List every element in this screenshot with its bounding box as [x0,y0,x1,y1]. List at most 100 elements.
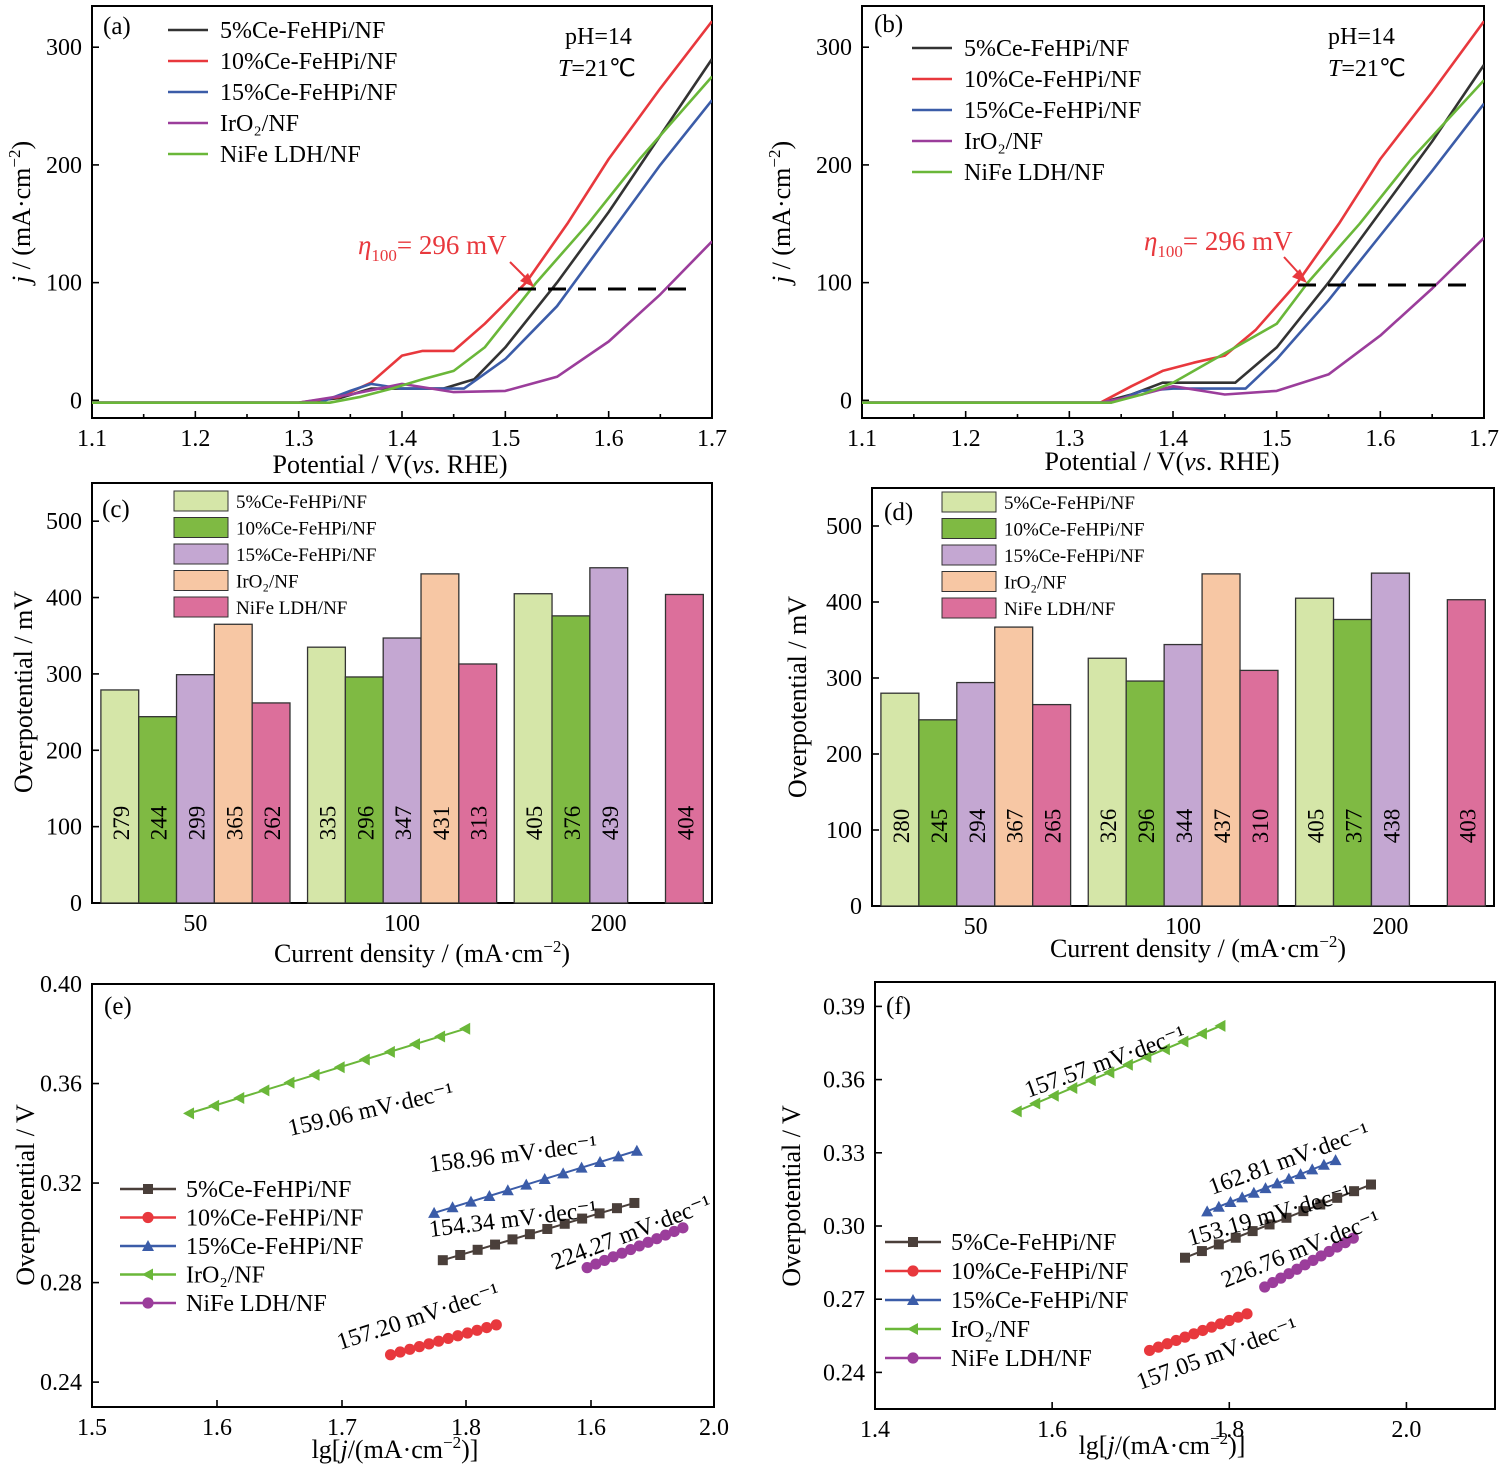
panel-f-legend: 5%Ce-FeHPi/NF 10%Ce-FeHPi/NF 15%Ce-FeHPi/N… [885,1230,1128,1372]
bar [956,681,996,907]
bar-value-label: 245 [927,809,952,844]
panel-f-frame [874,981,1496,1410]
circle-marker [1143,1344,1156,1357]
circle-marker [581,1262,593,1274]
triangle-up-marker [575,1161,588,1173]
y-tick-label: 100 [46,815,82,841]
square-marker [1213,1239,1224,1250]
triangle-up-marker [428,1206,441,1218]
triangle-up-marker [907,1294,919,1305]
legend-label: 5%Ce-FeHPi/NF [1004,493,1135,514]
circle-marker [142,1211,154,1224]
circle-marker [394,1346,406,1358]
bar [1294,597,1335,907]
legend-swatch [941,518,997,539]
circle-marker [423,1338,435,1350]
legend-label: 15%Ce-FeHPi/NF [964,98,1141,124]
legend-swatch [173,570,229,591]
legend-label: NiFe LDH/NF [236,598,347,619]
legend-label: 5%Ce-FeHPi/NF [951,1230,1116,1256]
triangle-left-marker [142,1268,153,1281]
y-tick-label: 0.30 [823,1214,865,1240]
circle-marker [413,1341,425,1353]
triangle-up-marker [1317,1158,1330,1170]
triangle-up-marker [1294,1168,1307,1180]
bar-value-label: 296 [353,806,378,841]
triangle-up-marker [1259,1182,1272,1194]
bar-value-label: 294 [965,808,990,843]
circle-marker [907,1265,919,1277]
square-marker [577,1213,588,1224]
triangle-up-marker [557,1167,570,1179]
x-tick-label: 200 [1372,914,1408,940]
circle-marker [1347,1232,1359,1244]
panel-e-ylabel: Overpotential / V [11,1104,40,1286]
legend-label: 10%Ce-FeHPi/NF [186,1206,363,1232]
x-tick-label: 2.0 [1391,1417,1421,1443]
square-marker [507,1234,518,1245]
legend-swatch [941,544,997,566]
slope-annotation: 159.06 mV·dec⁻¹ [286,1078,457,1141]
x-tick-label: 50 [964,914,988,940]
panel-c-ylabel: Overpotential / mV [9,591,38,793]
panel-b-condition-ph: pH=14 [1328,24,1395,50]
circle-marker [668,1225,680,1238]
legend-label: NiFe LDH/NF [186,1291,327,1317]
panel-a-annotation: η100= 296 mV [358,230,507,265]
panel-f-label: (f) [886,993,911,1020]
bar-value-label: 367 [1003,809,1028,844]
bar-value-label: 437 [1210,809,1235,844]
y-tick-label: 0 [70,388,82,414]
square-marker [1281,1212,1292,1223]
bar-value-label: 344 [1172,808,1197,843]
legend-swatch [941,491,997,513]
bar-value-label: 438 [1379,809,1404,844]
y-tick-label: 0.36 [40,1072,82,1098]
square-marker [611,1203,622,1214]
bar [1332,618,1373,907]
circle-marker [1214,1318,1227,1330]
square-marker [1180,1252,1190,1263]
y-tick-label: 300 [816,35,852,61]
square-marker [437,1255,448,1266]
bar-value-label: 347 [391,806,416,841]
triangle-left-marker [907,1323,918,1335]
circle-marker [633,1240,645,1252]
square-marker [1230,1232,1241,1243]
legend-label: 10%Ce-FeHPi/NF [951,1259,1128,1285]
panel-b-arrowhead [1292,269,1307,283]
bar-value-label: 405 [1304,809,1329,844]
panel-a-label: (a) [103,13,131,40]
y-tick-label: 300 [826,666,862,692]
circle-marker [598,1254,611,1267]
x-tick-label: 1.5 [1262,426,1292,452]
x-tick-label: 1.6 [1365,426,1395,452]
legend-swatch [941,571,997,592]
panel-e-legend: 5%Ce-FeHPi/NF 10%Ce-FeHPi/NF15%Ce-FeHPi/N… [120,1177,363,1317]
y-tick-label: 400 [46,586,82,612]
triangle-left-marker [1158,1043,1170,1056]
circle-marker [677,1222,689,1234]
circle-marker [907,1352,919,1364]
y-tick-label: 0.36 [823,1068,865,1094]
legend-label: NiFe LDH/NF [964,160,1105,186]
square-marker [472,1244,483,1255]
y-tick-label: 500 [46,509,82,535]
circle-marker [404,1343,416,1355]
square-marker [559,1218,570,1229]
triangle-up-marker [142,1240,154,1251]
legend-label: 5%Ce-FeHPi/NF [186,1177,351,1203]
legend-label: 5%Ce-FeHPi/NF [236,492,367,513]
circle-marker [1241,1308,1253,1320]
bar-value-label: 279 [109,806,134,841]
legend-label: 5%Ce-FeHPi/NF [964,36,1129,62]
panel-a-xlabel: Potential / V(vs. RHE) [273,450,508,479]
bar-value-label: 326 [1096,809,1121,844]
y-tick-label: 0.32 [40,1171,82,1197]
legend-label: IrO₂/NF [964,129,1043,155]
panel-a-legend: 5%Ce-FeHPi/NF 10%Ce-FeHPi/NF 15%Ce-FeHPi/N… [168,18,397,168]
triangle-up-marker [1329,1154,1342,1166]
legend-swatch [941,597,997,619]
legend-swatch [173,490,229,512]
x-tick-label: 1.6 [1037,1417,1067,1443]
